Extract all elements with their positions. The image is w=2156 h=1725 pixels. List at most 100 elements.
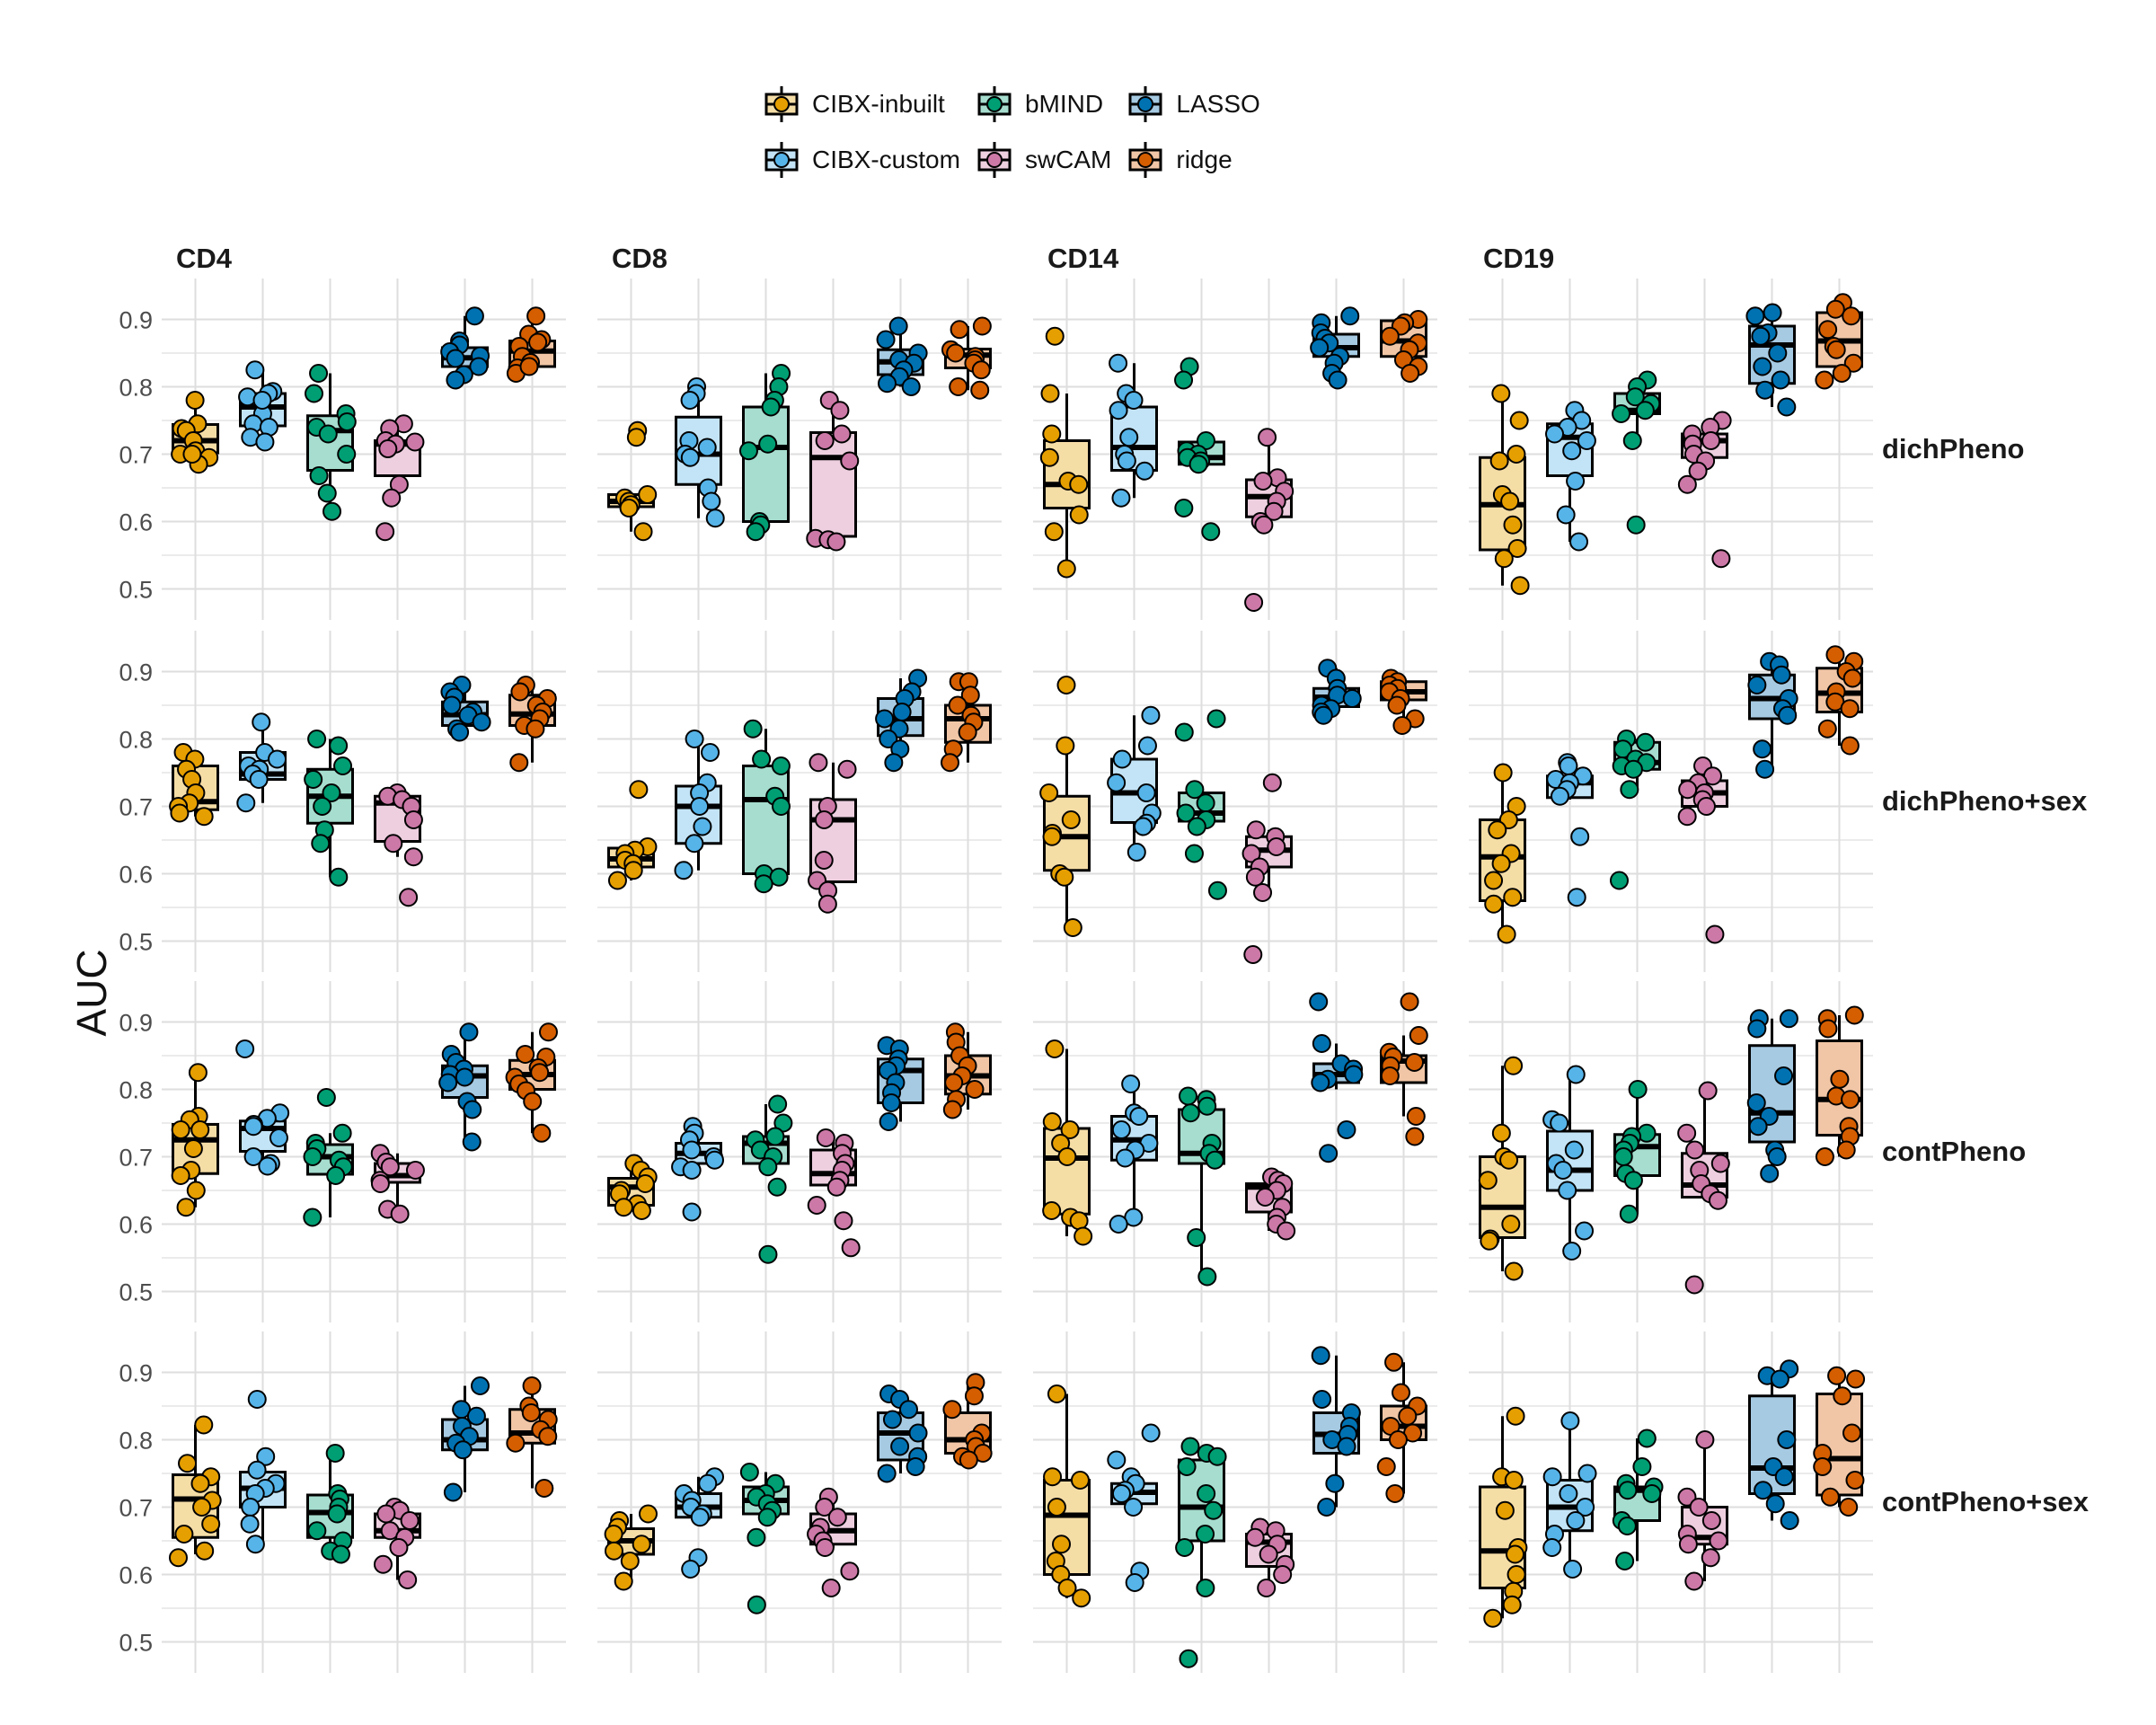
data-point-swcam bbox=[814, 810, 834, 829]
data-point-cibx-inbuilt bbox=[1052, 1535, 1072, 1554]
data-point-bmind bbox=[1635, 401, 1655, 420]
data-point-lasso bbox=[879, 730, 898, 748]
data-point-cibx-inbuilt bbox=[171, 1120, 190, 1139]
data-point-swcam bbox=[815, 1538, 835, 1557]
data-point-lasso bbox=[1344, 1065, 1364, 1084]
data-point-ridge bbox=[526, 719, 545, 739]
data-point-ridge bbox=[1392, 716, 1412, 735]
data-point-cibx-inbuilt bbox=[192, 1498, 212, 1517]
data-point-ridge bbox=[965, 1080, 985, 1099]
data-point-bmind bbox=[1623, 759, 1643, 779]
data-point-cibx-custom bbox=[1112, 749, 1132, 769]
data-point-cibx-custom bbox=[1121, 1075, 1141, 1093]
data-point-ridge bbox=[1836, 1140, 1856, 1160]
data-point-lasso bbox=[1770, 1369, 1789, 1389]
data-point-cibx-inbuilt bbox=[1506, 1544, 1525, 1564]
data-point-bmind bbox=[1615, 1552, 1635, 1570]
box-bmind bbox=[742, 765, 790, 875]
data-point-cibx-inbuilt bbox=[1055, 867, 1074, 887]
data-point-cibx-custom bbox=[1109, 401, 1128, 420]
data-point-cibx-custom bbox=[240, 1514, 260, 1534]
data-point-swcam bbox=[403, 810, 423, 829]
data-point-cibx-inbuilt bbox=[168, 1548, 188, 1568]
data-point-swcam bbox=[403, 847, 423, 867]
data-point-cibx-inbuilt bbox=[1501, 1215, 1521, 1234]
data-point-ridge bbox=[1830, 1069, 1850, 1089]
data-point-cibx-inbuilt bbox=[1044, 522, 1064, 542]
data-point-lasso bbox=[463, 1100, 482, 1119]
data-point-cibx-inbuilt bbox=[1502, 1595, 1522, 1614]
data-point-cibx-custom bbox=[1562, 1242, 1582, 1261]
data-point-ridge bbox=[960, 686, 980, 705]
data-point-bmind bbox=[317, 483, 337, 503]
data-point-swcam bbox=[1245, 1527, 1265, 1547]
data-point-lasso bbox=[1755, 380, 1775, 400]
data-point-cibx-inbuilt bbox=[1042, 1112, 1062, 1131]
data-point-cibx-custom bbox=[1115, 1148, 1135, 1168]
legend-item-swcam: swCAM bbox=[976, 142, 1111, 178]
data-point-ridge bbox=[1409, 1026, 1428, 1045]
data-point-cibx-inbuilt bbox=[1488, 820, 1507, 840]
data-point-swcam bbox=[1695, 1430, 1715, 1449]
data-point-lasso bbox=[1763, 303, 1782, 323]
data-point-ridge bbox=[1405, 1127, 1425, 1146]
data-point-swcam bbox=[1677, 807, 1697, 827]
data-point-bmind bbox=[1185, 780, 1205, 800]
data-point-swcam bbox=[398, 1570, 418, 1589]
data-point-bmind bbox=[773, 1113, 793, 1133]
data-point-ridge bbox=[1833, 1386, 1852, 1406]
data-point-cibx-custom bbox=[685, 730, 704, 748]
data-point-bmind bbox=[1207, 880, 1227, 900]
data-point-swcam bbox=[837, 759, 857, 779]
data-point-cibx-custom bbox=[1111, 1484, 1131, 1503]
data-point-cibx-custom bbox=[690, 797, 710, 816]
y-tick-label: 0.6 bbox=[119, 509, 153, 536]
data-point-cibx-custom bbox=[1124, 391, 1144, 410]
data-point-cibx-inbuilt bbox=[620, 1552, 640, 1570]
data-point-lasso bbox=[1768, 343, 1788, 363]
data-point-cibx-inbuilt bbox=[632, 1535, 651, 1554]
legend-item-lasso: LASSO bbox=[1127, 86, 1260, 122]
data-point-lasso bbox=[446, 349, 465, 368]
data-point-lasso bbox=[901, 377, 921, 396]
data-point-swcam bbox=[1273, 1565, 1293, 1584]
data-point-lasso bbox=[1755, 759, 1775, 779]
data-point-bmind bbox=[337, 412, 357, 431]
data-point-lasso bbox=[1340, 306, 1360, 326]
data-point-lasso bbox=[1777, 397, 1797, 417]
data-point-bmind bbox=[1628, 1080, 1648, 1099]
y-tick-label: 0.8 bbox=[119, 1077, 153, 1104]
data-point-lasso bbox=[908, 1423, 928, 1443]
data-point-cibx-inbuilt bbox=[1507, 539, 1527, 558]
data-point-cibx-inbuilt bbox=[1510, 576, 1530, 596]
data-point-cibx-custom bbox=[1550, 786, 1569, 806]
data-point-cibx-inbuilt bbox=[614, 1571, 633, 1591]
data-point-cibx-custom bbox=[1570, 827, 1590, 846]
data-point-cibx-inbuilt bbox=[182, 445, 202, 464]
data-point-swcam bbox=[376, 522, 395, 542]
data-point-ridge bbox=[522, 1376, 542, 1395]
data-point-bmind bbox=[754, 874, 773, 894]
data-point-lasso bbox=[1771, 370, 1790, 390]
data-point-swcam bbox=[841, 1238, 861, 1258]
data-point-cibx-inbuilt bbox=[638, 1504, 658, 1524]
data-point-cibx-custom bbox=[690, 1508, 710, 1527]
data-point-lasso bbox=[1319, 1144, 1339, 1163]
data-point-swcam bbox=[1705, 924, 1725, 944]
data-point-lasso bbox=[876, 330, 896, 349]
row-strip-label: contPheno bbox=[1882, 1136, 2026, 1167]
y-tick-label: 0.8 bbox=[119, 727, 153, 754]
data-point-cibx-inbuilt bbox=[1069, 505, 1089, 525]
y-tick-label: 0.6 bbox=[119, 1212, 153, 1239]
data-point-ridge bbox=[526, 306, 546, 326]
data-point-cibx-custom bbox=[247, 1390, 267, 1409]
data-point-ridge bbox=[942, 1100, 962, 1119]
data-point-swcam bbox=[1277, 1221, 1296, 1241]
data-point-swcam bbox=[376, 1504, 396, 1524]
data-point-cibx-custom bbox=[1136, 783, 1156, 802]
data-point-cibx-custom bbox=[1550, 1113, 1569, 1133]
data-point-cibx-custom bbox=[681, 1560, 701, 1579]
data-point-lasso bbox=[882, 1410, 902, 1429]
data-point-swcam bbox=[378, 439, 398, 458]
data-point-lasso bbox=[1337, 1120, 1356, 1139]
